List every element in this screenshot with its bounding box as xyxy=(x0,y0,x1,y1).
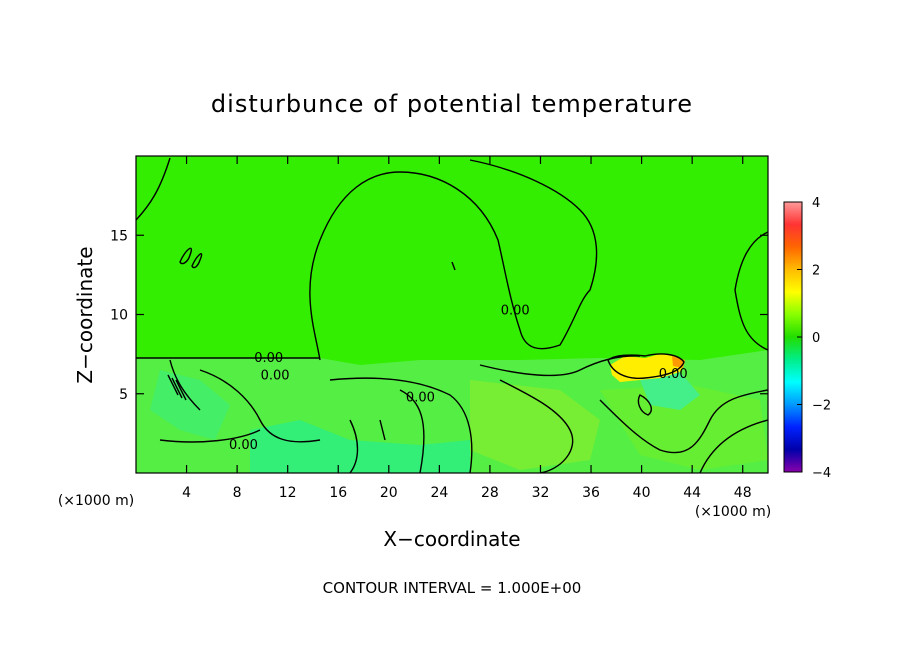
x-tick-label: 36 xyxy=(582,485,600,501)
x-tick-label: 28 xyxy=(481,485,499,501)
colorbar-tick-label: −4 xyxy=(812,466,831,481)
x-tick-label: 12 xyxy=(279,485,297,501)
x-tick-label: 44 xyxy=(683,485,701,501)
x-unit-right: (×1000 m) xyxy=(695,504,771,520)
x-unit-left: (×1000 m) xyxy=(58,493,134,509)
y-axis-ticks: 5 10 15 xyxy=(110,228,768,403)
x-tick-label: 4 xyxy=(182,485,191,501)
contour-value-label: 0.00 xyxy=(229,438,258,453)
contour-interval-note: CONTOUR INTERVAL = 1.000E+00 xyxy=(323,579,582,597)
field-warm-anomaly xyxy=(610,354,685,382)
contour-value-label: 0.00 xyxy=(659,367,688,382)
x-axis-label: X−coordinate xyxy=(383,527,520,551)
contour-value-label: 0.00 xyxy=(261,368,290,383)
chart-title: disturbunce of potential temperature xyxy=(211,90,693,118)
y-axis-label: Z−coordinate xyxy=(73,246,97,383)
colorbar-tick-label: 0 xyxy=(812,331,820,346)
field-warm-patch xyxy=(470,380,600,470)
field-warm-patch xyxy=(600,385,768,470)
x-axis-ticks: 4 8 12 16 20 24 28 32 36 40 44 48 xyxy=(182,156,752,501)
contour-value-label: 0.00 xyxy=(501,304,530,319)
contour-lines xyxy=(136,157,768,473)
plot-area: 0.00 0.00 0.00 0.00 0.00 0.00 xyxy=(136,156,768,473)
contour-value-label: 0.00 xyxy=(406,391,435,406)
field-cool-patch xyxy=(150,370,230,440)
x-tick-label: 20 xyxy=(380,485,398,501)
colorbar-tick-label: 2 xyxy=(812,264,820,279)
x-tick-label: 8 xyxy=(233,485,242,501)
x-tick-label: 32 xyxy=(532,485,550,501)
x-tick-label: 40 xyxy=(633,485,651,501)
contour-value-label: 0.00 xyxy=(254,351,283,366)
contour-labels: 0.00 0.00 0.00 0.00 0.00 0.00 xyxy=(229,304,688,454)
field-cool-patch xyxy=(250,420,470,473)
x-tick-label: 16 xyxy=(329,485,347,501)
field-cool-patch xyxy=(640,372,700,410)
colorbar-tick-label: 4 xyxy=(812,196,820,211)
y-tick-label: 5 xyxy=(119,387,128,403)
colorbar-ticks: 4 2 0 −2 −4 xyxy=(797,196,831,481)
x-tick-label: 24 xyxy=(430,485,448,501)
colorbar-tick-label: −2 xyxy=(812,399,831,414)
x-tick-label: 48 xyxy=(734,485,752,501)
y-tick-label: 15 xyxy=(110,228,128,244)
y-tick-label: 10 xyxy=(110,308,128,324)
